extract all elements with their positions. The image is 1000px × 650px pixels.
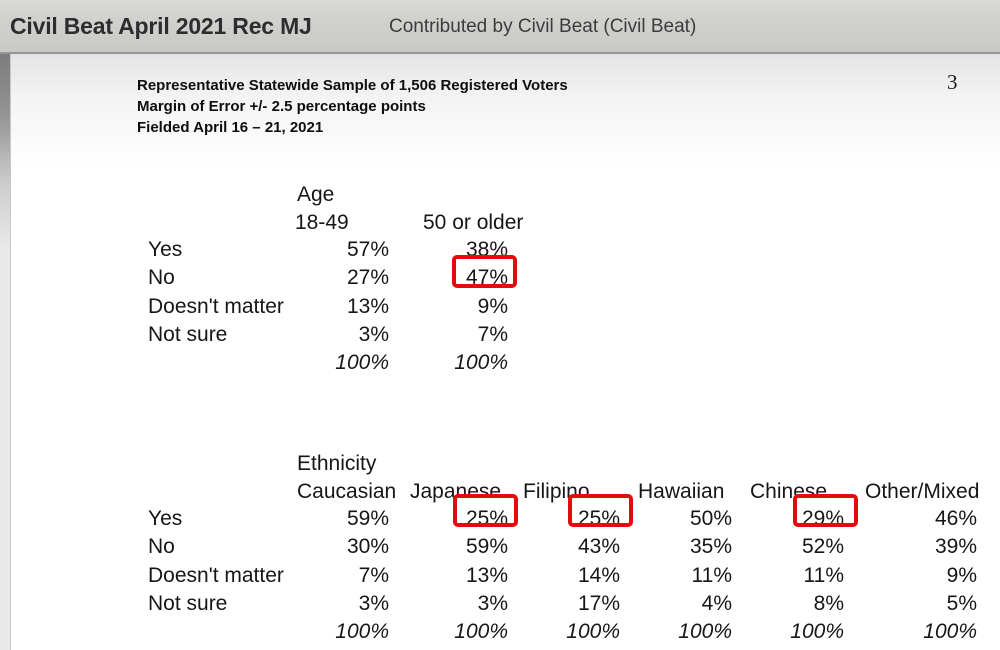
- table-cell: 43%: [577, 535, 620, 559]
- row-label: Yes: [148, 238, 183, 261]
- table-cell: 50%: [689, 507, 732, 530]
- row-label: Yes: [148, 507, 183, 530]
- ethnicity-column-header: Other/Mixed: [865, 480, 980, 503]
- row-label: [148, 349, 295, 377]
- document-page[interactable]: Representative Statewide Sample of 1,506…: [11, 54, 1000, 650]
- ethnicity-group-label: Ethnicity: [297, 452, 377, 475]
- table-cell: 52%: [801, 535, 844, 559]
- table-cell: 9%: [477, 294, 508, 318]
- table-cell: 7%: [477, 322, 508, 346]
- total-cell: 100%: [454, 351, 508, 375]
- survey-info-line: Fielded April 16 – 21, 2021: [137, 119, 324, 136]
- highlight-box-yes-filipino: [568, 494, 633, 527]
- total-cell: 100%: [335, 351, 389, 375]
- ethnicity-column-header: Hawaiian: [638, 480, 725, 503]
- age-column-header: 18-49: [295, 211, 349, 234]
- table-cell: 13%: [346, 294, 389, 318]
- highlight-box-yes-japanese: [453, 494, 518, 527]
- document-title: Civil Beat April 2021 Rec MJ: [10, 13, 312, 39]
- highlight-box-yes-chinese: [793, 494, 858, 527]
- survey-info: Representative Statewide Sample of 1,506…: [137, 75, 568, 138]
- viewer-titlebar: Civil Beat April 2021 Rec MJ Contributed…: [0, 0, 1000, 54]
- row-label: Doesn't matter: [148, 294, 284, 318]
- row-label: Not sure: [148, 322, 228, 346]
- table-cell: 57%: [346, 238, 389, 261]
- table-cell: 27%: [346, 266, 389, 290]
- row-label: [148, 618, 295, 646]
- survey-info-line: Margin of Error +/- 2.5 percentage point…: [137, 98, 426, 115]
- age-column-header: 50 or older: [423, 211, 524, 234]
- table-cell: 3%: [477, 591, 508, 615]
- table-cell: 59%: [465, 535, 508, 559]
- row-label: No: [148, 266, 175, 290]
- table-cell: 3%: [358, 322, 389, 346]
- total-cell: 100%: [790, 620, 844, 644]
- table-cell: 30%: [346, 535, 389, 559]
- contributor-label: Contributed by Civil Beat (Civil Beat): [389, 16, 697, 37]
- total-cell: 100%: [454, 620, 508, 644]
- table-cell: 17%: [577, 591, 620, 615]
- page-gutter: [0, 54, 11, 650]
- row-label: No: [148, 535, 175, 559]
- highlight-box-no-50-or-older: [452, 255, 517, 288]
- row-label: Doesn't matter: [148, 563, 284, 587]
- page-number: 3: [947, 70, 958, 94]
- total-cell: 100%: [566, 620, 620, 644]
- table-cell: 4%: [701, 591, 732, 615]
- total-cell: 100%: [335, 620, 389, 644]
- table-cell: 5%: [946, 591, 977, 615]
- table-cell: 35%: [689, 535, 732, 559]
- table-cell: 7%: [358, 563, 389, 587]
- table-cell: 8%: [813, 591, 844, 615]
- table-cell: 46%: [934, 507, 977, 530]
- table-cell: 39%: [934, 535, 977, 559]
- table-cell: 11%: [803, 563, 844, 587]
- ethnicity-column-header: Caucasian: [297, 480, 397, 503]
- row-label: Not sure: [148, 591, 228, 615]
- age-group-label: Age: [297, 183, 335, 206]
- total-cell: 100%: [678, 620, 732, 644]
- table-cell: 13%: [465, 563, 508, 587]
- total-cell: 100%: [923, 620, 977, 644]
- table-cell: 3%: [358, 591, 389, 615]
- table-cell: 11%: [691, 563, 732, 587]
- age-table: Yes 57% 38% No 27% 47% Doesn't matter 13…: [148, 236, 508, 377]
- survey-info-line: Representative Statewide Sample of 1,506…: [137, 77, 568, 94]
- table-cell: 47%: [465, 266, 508, 290]
- table-cell: 14%: [577, 563, 620, 587]
- table-cell: 9%: [946, 563, 977, 587]
- table-cell: 59%: [346, 507, 389, 530]
